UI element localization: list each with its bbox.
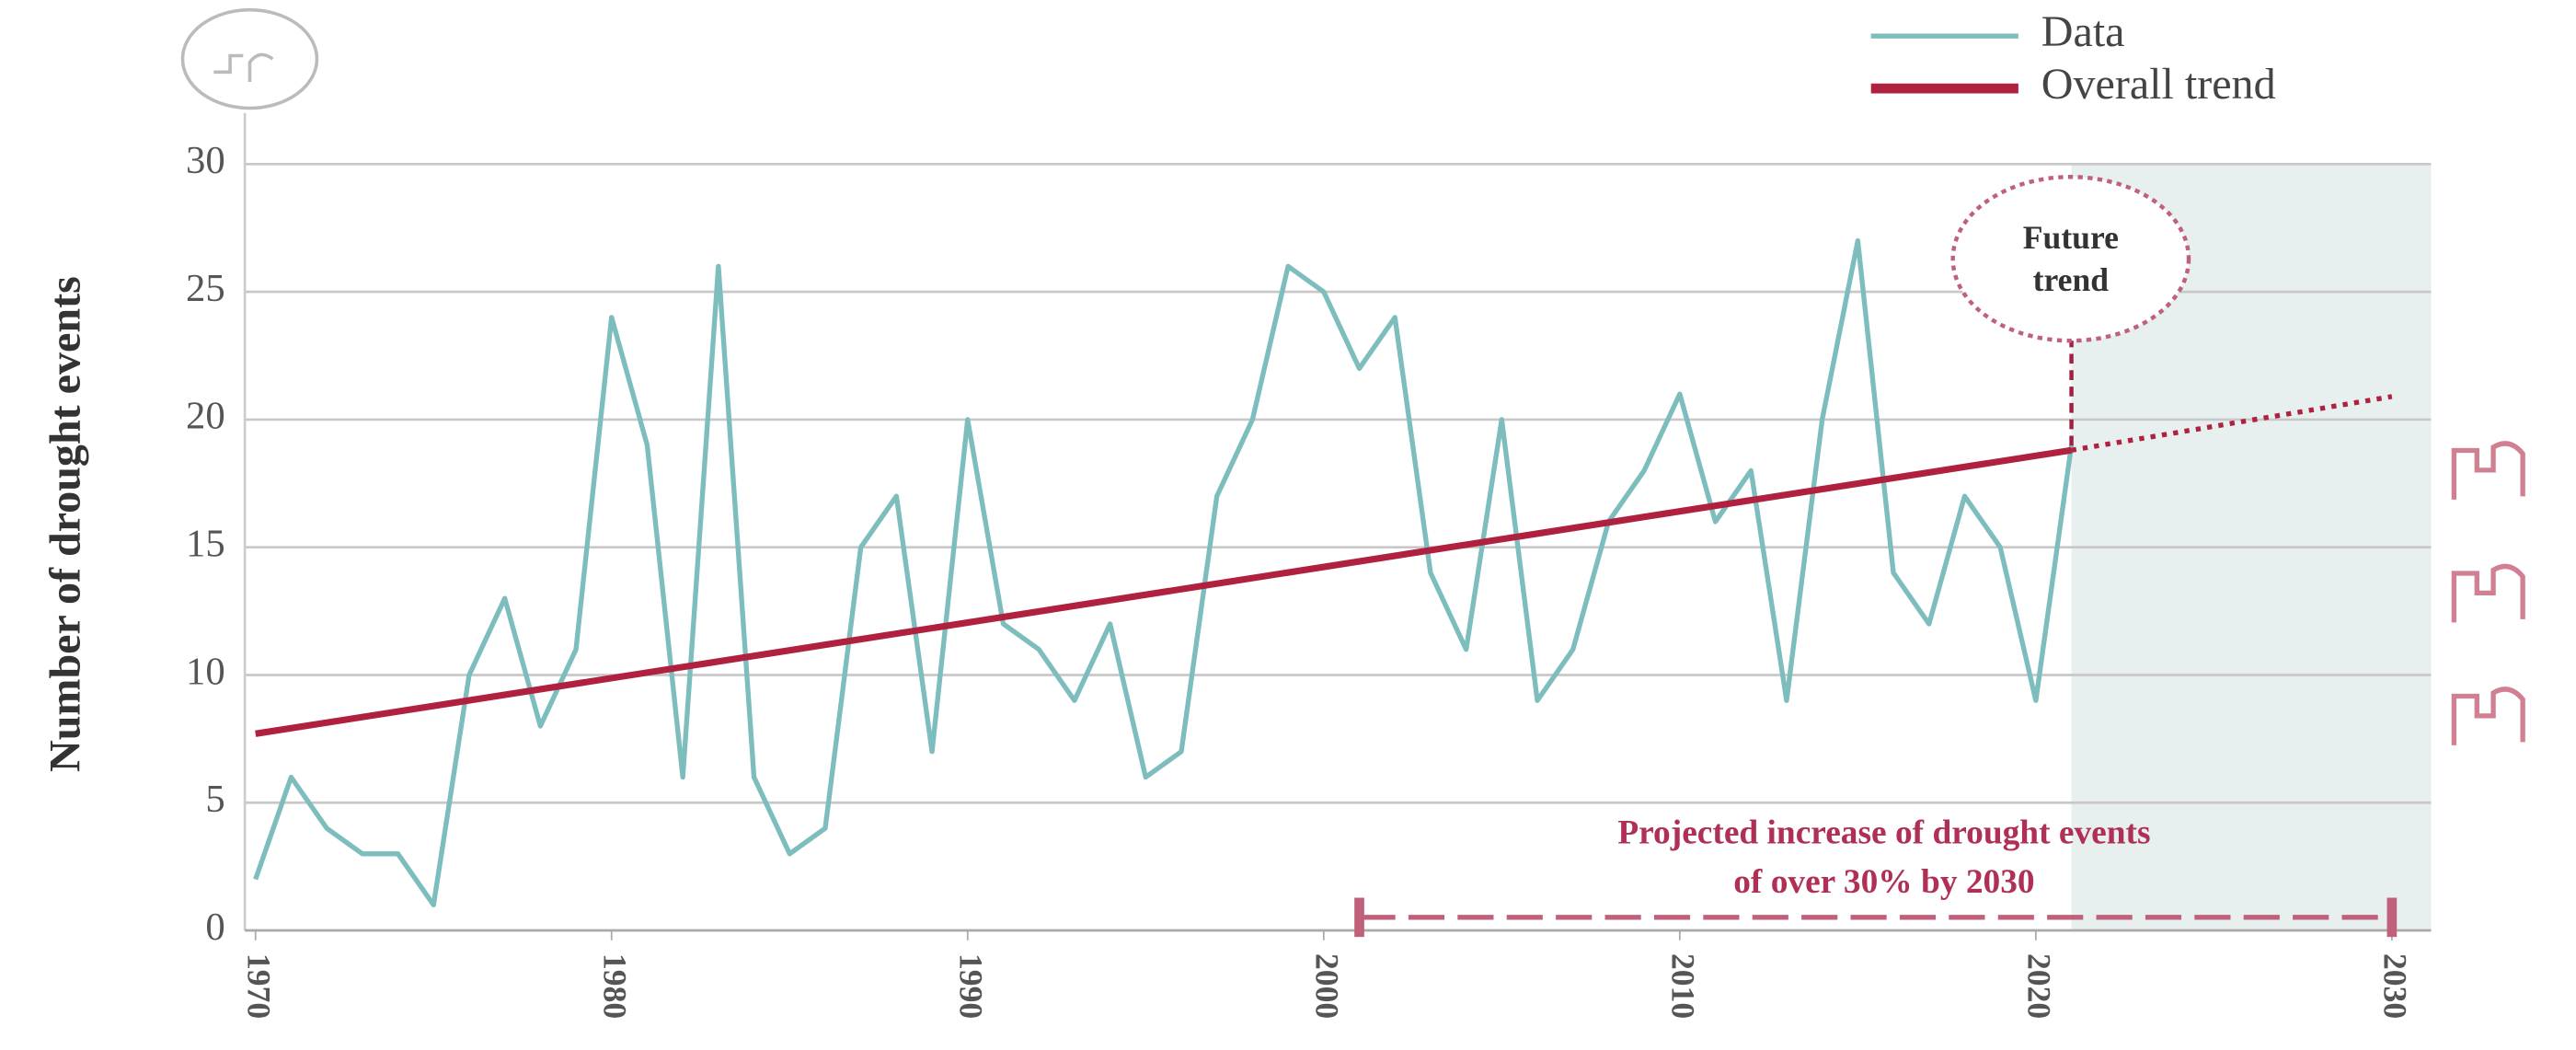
- y-axis-label: Number of drought events: [41, 276, 90, 772]
- y-tick-label: 10: [186, 650, 225, 693]
- x-tick-label: 2010: [1665, 953, 1702, 1019]
- legend-label: Data: [2041, 7, 2125, 56]
- y-tick-label: 0: [205, 906, 224, 949]
- bracket-text: Projected increase of drought events: [1617, 813, 2150, 851]
- logo-icon: [180, 7, 319, 110]
- x-tick-label: 2020: [2021, 953, 2058, 1019]
- y-tick-label: 15: [186, 522, 225, 565]
- x-tick-label: 2030: [2377, 953, 2414, 1019]
- y-tick-label: 30: [186, 139, 225, 182]
- x-tick-label: 2000: [1309, 953, 1346, 1019]
- trend-line: [255, 446, 2073, 737]
- x-tick-label: 1990: [953, 953, 990, 1019]
- x-tick-label: 1980: [597, 953, 634, 1019]
- side-icons: [2451, 441, 2525, 745]
- y-tick-label: 5: [205, 778, 224, 821]
- x-tick-label: 1970: [241, 953, 278, 1019]
- bracket-text: of over 30% by 2030: [1733, 863, 2034, 901]
- y-tick-label: 25: [186, 267, 225, 310]
- callout-circle: [1950, 175, 2191, 343]
- data-line: [253, 237, 2075, 907]
- callout-text: trend: [2033, 261, 2110, 298]
- callout-text: Future: [2023, 219, 2119, 256]
- y-tick-label: 20: [186, 395, 225, 438]
- legend-label: Overall trend: [2041, 60, 2276, 109]
- projection-line: [2071, 394, 2393, 453]
